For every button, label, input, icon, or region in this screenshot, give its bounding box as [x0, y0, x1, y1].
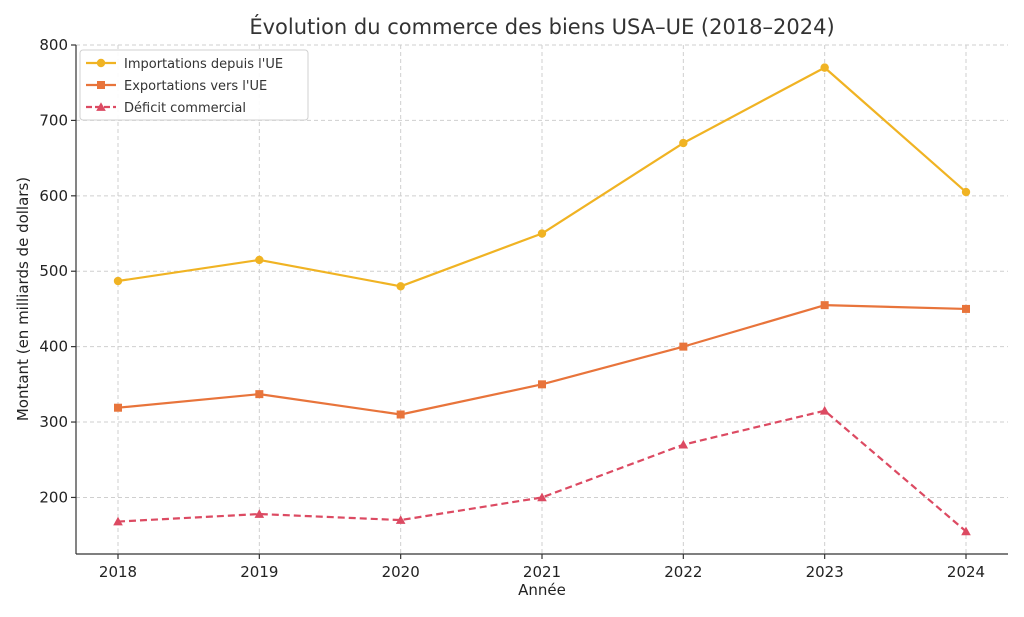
x-axis-label: Année — [518, 581, 566, 599]
y-tick-label: 700 — [39, 111, 68, 129]
data-point — [538, 380, 546, 389]
x-tick-label: 2019 — [240, 563, 278, 581]
data-point — [678, 439, 689, 449]
legend-marker — [97, 81, 105, 89]
series-2 — [114, 301, 970, 419]
x-tick-label: 2020 — [382, 563, 420, 581]
axes: 200 300 400 500 600 700 800 2018 2019 2020 2021 202… — [39, 36, 1008, 581]
y-tick-label: 600 — [39, 187, 68, 205]
grid-lines — [76, 44, 1008, 554]
data-point — [537, 492, 547, 502]
data-point — [819, 405, 830, 415]
x-tick-label: 2018 — [99, 563, 137, 581]
y-tick-label: 400 — [39, 338, 68, 356]
y-tick-label: 500 — [39, 262, 68, 280]
y-tick-label: 300 — [39, 413, 68, 431]
data-point — [961, 187, 971, 197]
legend-marker — [96, 58, 106, 68]
series-line — [117, 409, 967, 533]
legend-label: Importations depuis l'UE — [124, 57, 283, 72]
legend: Importations depuis l'UE Exportations ver… — [79, 49, 309, 121]
x-tick-label: 2023 — [806, 563, 844, 581]
chart-title: Évolution du commerce des biens USA–UE (… — [249, 14, 834, 39]
y-axis-label: Montant (en milliards de dollars) — [14, 177, 32, 421]
data-point — [820, 63, 829, 72]
data-point — [679, 342, 688, 351]
data-point — [679, 138, 688, 148]
data-point — [255, 390, 264, 399]
legend-label: Déficit commercial — [124, 101, 246, 116]
legend-label: Exportations vers l'UE — [124, 79, 267, 94]
data-point — [820, 301, 829, 310]
data-point — [537, 229, 547, 238]
data-series — [113, 63, 971, 536]
y-tick-label: 200 — [39, 488, 68, 506]
data-point — [113, 516, 123, 526]
x-tick-label: 2024 — [947, 563, 985, 581]
data-point — [395, 515, 406, 524]
data-point — [255, 255, 264, 265]
data-point — [962, 304, 970, 313]
data-point — [114, 403, 122, 412]
x-tick-label: 2021 — [523, 563, 561, 581]
legend-box — [79, 49, 309, 121]
data-point — [254, 509, 265, 518]
legend-marker — [96, 102, 106, 111]
data-point — [961, 526, 971, 536]
data-point — [396, 282, 405, 291]
y-tick-label: 800 — [39, 36, 68, 54]
series-3 — [113, 405, 971, 536]
data-point — [113, 276, 123, 286]
series-1 — [113, 63, 971, 291]
data-point — [396, 410, 405, 419]
x-tick-label: 2022 — [664, 563, 702, 581]
